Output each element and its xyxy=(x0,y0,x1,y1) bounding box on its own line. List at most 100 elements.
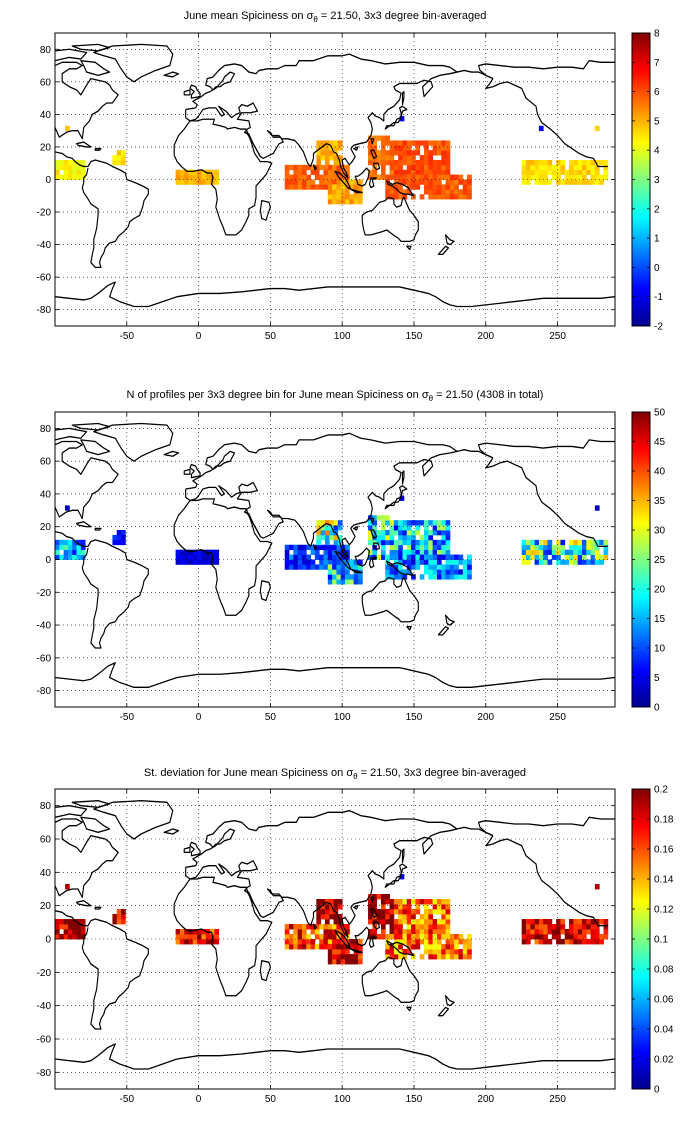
data-cell xyxy=(594,939,600,945)
data-cell xyxy=(581,919,587,925)
data-cell xyxy=(316,539,322,546)
data-cell xyxy=(577,179,583,185)
data-cell xyxy=(445,174,451,180)
data-cell xyxy=(349,199,355,205)
data-cell xyxy=(293,929,299,935)
data-cell xyxy=(345,569,350,575)
data-cell xyxy=(428,194,434,200)
data-cell xyxy=(441,194,446,200)
data-cell xyxy=(80,174,86,180)
data-cell xyxy=(449,184,455,190)
data-cell xyxy=(525,549,531,555)
data-cell xyxy=(441,155,446,161)
data-cell xyxy=(398,554,403,560)
data-cell xyxy=(543,159,548,166)
data-cell xyxy=(314,544,320,551)
colorbar-tick-label: 0 xyxy=(654,1085,660,1096)
data-cell xyxy=(301,544,307,551)
data-cell xyxy=(398,150,403,156)
data-cell xyxy=(599,919,604,925)
data-cell xyxy=(179,179,185,185)
data-cell xyxy=(581,169,587,176)
data-cell xyxy=(534,174,540,180)
data-cell xyxy=(284,169,290,176)
data-cell xyxy=(284,549,290,555)
data-cell xyxy=(603,554,609,560)
data-cell xyxy=(393,554,399,560)
data-cell xyxy=(72,549,77,555)
data-cell xyxy=(306,184,311,190)
data-cell xyxy=(389,549,395,555)
data-cell xyxy=(603,924,609,930)
x-tick-label: 150 xyxy=(406,331,423,342)
data-cell xyxy=(428,530,434,536)
data-cell xyxy=(385,949,390,955)
data-cell xyxy=(320,909,326,915)
data-cell xyxy=(402,525,408,531)
colorbar-tick-label: 30 xyxy=(654,526,666,537)
data-cell xyxy=(445,574,451,580)
data-cell xyxy=(556,924,561,930)
data-cell xyxy=(314,164,320,171)
data-cell xyxy=(603,539,609,546)
data-cell xyxy=(441,184,446,190)
data-cell xyxy=(329,140,334,146)
data-cell xyxy=(415,140,421,146)
data-cell xyxy=(573,539,579,546)
data-cell xyxy=(72,929,77,935)
data-cell xyxy=(175,929,181,935)
data-cell xyxy=(327,924,333,930)
data-cell xyxy=(316,140,322,146)
data-cell xyxy=(530,539,535,546)
data-cell xyxy=(560,919,566,925)
map-panel-3: St. deviation for June mean Spiciness on… xyxy=(37,767,674,1105)
data-cell xyxy=(551,554,557,560)
colorbar-tick-label: 0.08 xyxy=(654,965,674,976)
data-cell xyxy=(577,924,583,930)
data-cell xyxy=(445,189,451,195)
data-cell xyxy=(357,179,363,185)
data-cell xyxy=(445,525,451,531)
data-cell xyxy=(432,174,438,180)
data-cell xyxy=(402,159,408,166)
data-cell xyxy=(184,934,189,940)
data-cell xyxy=(188,939,194,945)
data-cell xyxy=(398,574,403,580)
data-cell xyxy=(59,164,65,171)
data-cell xyxy=(301,549,307,555)
colorbar-tick-label: 0.1 xyxy=(654,935,668,946)
x-tick-label: 100 xyxy=(334,1094,351,1105)
data-cell xyxy=(556,544,561,551)
data-cell xyxy=(569,924,574,930)
data-cell xyxy=(402,939,408,945)
data-cell xyxy=(445,949,451,955)
data-cell xyxy=(293,559,299,565)
data-cell xyxy=(380,515,386,521)
data-cell xyxy=(432,939,438,945)
data-cell xyxy=(458,174,464,180)
data-cell xyxy=(467,949,472,955)
data-cell xyxy=(393,559,399,565)
data-cell xyxy=(345,949,350,955)
data-cell xyxy=(454,954,459,960)
data-cell xyxy=(441,914,446,920)
data-cell xyxy=(192,929,198,935)
data-cell xyxy=(385,189,390,195)
data-cell xyxy=(316,909,322,915)
data-cell xyxy=(112,159,118,166)
data-cell xyxy=(441,544,446,551)
data-cell xyxy=(284,174,290,180)
x-tick-label: 50 xyxy=(265,331,277,342)
data-cell xyxy=(419,169,425,176)
data-cell xyxy=(454,554,459,560)
data-cell xyxy=(569,934,574,940)
data-cell xyxy=(441,919,446,925)
data-cell xyxy=(336,179,342,185)
data-cell xyxy=(556,169,561,176)
data-cell xyxy=(441,934,446,940)
data-cell xyxy=(436,184,442,190)
data-cell xyxy=(449,179,455,185)
data-cell xyxy=(406,534,412,541)
data-cell xyxy=(406,904,412,910)
data-cell xyxy=(445,564,451,570)
